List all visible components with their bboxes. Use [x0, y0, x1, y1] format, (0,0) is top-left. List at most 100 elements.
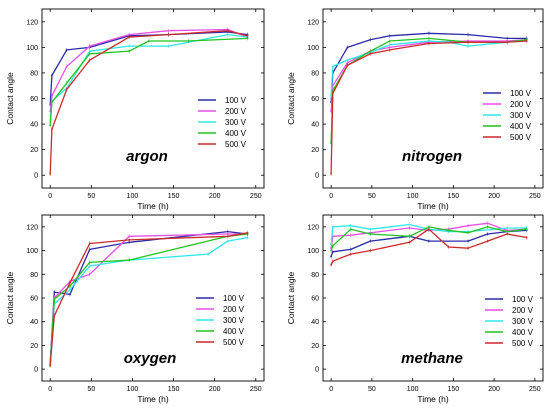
y-tick-label: 40	[311, 319, 319, 326]
y-axis-label: Contact angle	[5, 272, 15, 325]
legend-label: 300 V	[512, 317, 534, 326]
x-axis-label: Time (h)	[417, 394, 448, 404]
x-tick-label: 150	[168, 386, 180, 393]
series-line-400-v	[49, 37, 248, 126]
series-line-200-v	[49, 233, 248, 365]
x-tick-label: 0	[48, 193, 52, 200]
y-tick-label: 60	[30, 296, 38, 303]
x-tick-label: 0	[329, 193, 333, 200]
x-axis-label: Time (h)	[417, 201, 448, 211]
series-line-400-v	[330, 37, 527, 144]
x-tick-label: 50	[87, 193, 95, 200]
series-line-400-v	[49, 233, 248, 366]
gas-label: methane	[401, 350, 463, 367]
legend: 100 V 200 V 300 V 400 V 500 V	[485, 295, 534, 348]
x-tick-label: 150	[448, 193, 460, 200]
y-tick-label: 100	[307, 45, 319, 52]
y-tick-label: 40	[30, 319, 38, 326]
y-tick-label: 100	[26, 45, 38, 52]
legend-label: 500 V	[512, 339, 534, 348]
chart-panel-argon: 0 50 100 150 200 250 0 20 40 60 80 100 120 Time (h) Co…	[5, 8, 265, 211]
y-tick-label: 40	[311, 122, 319, 129]
legend-label: 100 V	[512, 295, 534, 304]
series-line-300-v	[49, 236, 248, 366]
y-tick-label: 80	[30, 70, 38, 77]
y-tick-label: 40	[30, 122, 38, 129]
y-tick-label: 60	[311, 96, 319, 103]
x-tick-label: 100	[407, 386, 419, 393]
x-tick-label: 200	[488, 193, 500, 200]
legend-label: 300 V	[510, 111, 532, 120]
y-tick-label: 20	[311, 343, 319, 350]
x-tick-label: 150	[168, 193, 180, 200]
legend-label: 100 V	[510, 89, 532, 98]
x-axis-label: Time (h)	[137, 201, 168, 211]
chart-panel-nitrogen: 0 50 100 150 200 250 0 20 40 60 80 100 120 Time (h) Co…	[286, 8, 544, 211]
x-tick-label: 50	[368, 386, 376, 393]
legend-label: 400 V	[512, 328, 534, 337]
legend-label: 500 V	[225, 140, 247, 149]
y-tick-label: 60	[311, 296, 319, 303]
x-tick-label: 250	[529, 386, 541, 393]
x-tick-label: 250	[250, 386, 262, 393]
y-tick-label: 120	[26, 224, 38, 231]
legend-label: 400 V	[510, 122, 532, 131]
series-line-100-v	[49, 31, 248, 105]
x-tick-label: 200	[209, 193, 221, 200]
x-tick-label: 100	[127, 386, 139, 393]
y-tick-label: 120	[307, 224, 319, 231]
y-tick-label: 100	[307, 248, 319, 255]
y-tick-label: 80	[311, 272, 319, 279]
y-axis-label: Contact angle	[286, 72, 296, 125]
gas-label: oxygen	[124, 350, 177, 367]
legend-label: 400 V	[223, 327, 245, 336]
y-tick-label: 100	[26, 248, 38, 255]
series-line-500-v	[49, 232, 248, 366]
y-tick-label: 80	[311, 70, 319, 77]
series-line-300-v	[49, 33, 248, 122]
series-line-100-v	[49, 230, 248, 364]
legend-label: 300 V	[225, 118, 247, 127]
series-line-500-v	[49, 30, 248, 174]
y-tick-label: 0	[34, 367, 38, 374]
x-tick-label: 250	[529, 193, 541, 200]
series-line-300-v	[330, 40, 527, 96]
legend-label: 300 V	[223, 316, 245, 325]
gas-label: nitrogen	[402, 148, 462, 165]
y-tick-label: 0	[315, 173, 319, 180]
legend-label: 100 V	[225, 96, 247, 105]
legend: 100 V 200 V 300 V 400 V 500 V	[483, 89, 532, 142]
y-axis-label: Contact angle	[286, 272, 296, 325]
x-tick-label: 100	[127, 193, 139, 200]
legend: 100 V 200 V 300 V 400 V 500 V	[198, 96, 247, 149]
y-tick-label: 20	[30, 343, 38, 350]
series-line-200-v	[49, 28, 248, 112]
y-tick-label: 0	[34, 173, 38, 180]
y-axis-label: Contact angle	[5, 72, 15, 125]
series-line-100-v	[330, 229, 527, 257]
legend-label: 200 V	[225, 107, 247, 116]
x-tick-label: 250	[250, 193, 262, 200]
y-tick-label: 20	[311, 147, 319, 154]
y-tick-label: 60	[30, 96, 38, 103]
x-tick-label: 50	[368, 193, 376, 200]
legend-label: 200 V	[223, 305, 245, 314]
x-axis-label: Time (h)	[137, 394, 168, 404]
x-tick-label: 100	[407, 193, 419, 200]
chart-panel-methane: 0 50 100 150 200 250 0 20 40 60 80 100 120 Time (h) Co…	[286, 214, 544, 404]
x-tick-label: 50	[87, 386, 95, 393]
legend-label: 500 V	[510, 133, 532, 142]
x-tick-label: 200	[209, 386, 221, 393]
y-tick-label: 80	[30, 272, 38, 279]
y-tick-label: 20	[30, 147, 38, 154]
legend-label: 400 V	[225, 129, 247, 138]
x-tick-label: 200	[488, 386, 500, 393]
chart-panel-oxygen: 0 50 100 150 200 250 0 20 40 60 80 100 120 Time (h) Co…	[5, 214, 265, 404]
x-tick-label: 0	[329, 386, 333, 393]
series-line-200-v	[330, 39, 527, 112]
x-tick-label: 0	[48, 386, 52, 393]
legend-label: 200 V	[510, 100, 532, 109]
y-tick-label: 120	[307, 19, 319, 26]
legend-label: 500 V	[223, 338, 245, 347]
